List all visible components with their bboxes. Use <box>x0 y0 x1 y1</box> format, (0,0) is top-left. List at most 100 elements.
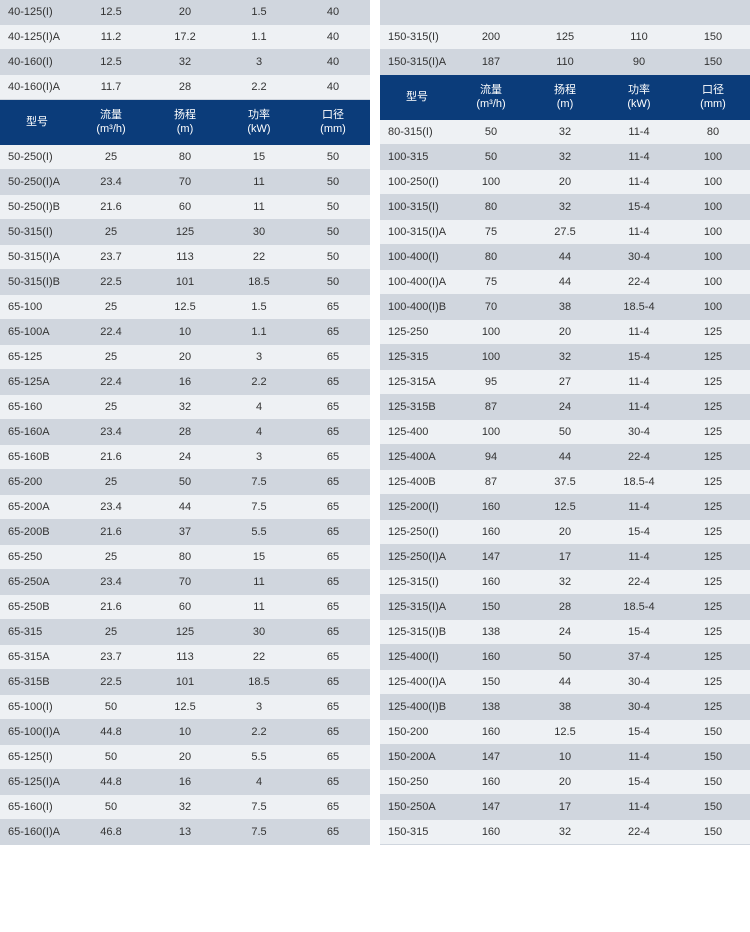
table-cell: 28 <box>148 75 222 100</box>
table-cell: 17 <box>528 544 602 569</box>
table-cell: 125 <box>676 544 750 569</box>
table-cell: 50 <box>454 120 528 145</box>
table-cell: 65-160(I)A <box>0 819 74 844</box>
table-cell: 65-250A <box>0 569 74 594</box>
table-row: 100-400(I)A754422-4100 <box>380 269 750 294</box>
table-cell: 25 <box>74 145 148 170</box>
table-cell: 22.4 <box>74 319 148 344</box>
table-row: 125-315(I)1603222-4125 <box>380 569 750 594</box>
table-cell: 160 <box>454 819 528 844</box>
table-cell: 65-160 <box>0 394 74 419</box>
table-cell: 30-4 <box>602 419 676 444</box>
table-cell: 20 <box>528 319 602 344</box>
table-row: 100-400(I)B703818.5-4100 <box>380 294 750 319</box>
table-cell: 50-250(I)A <box>0 169 74 194</box>
table-cell: 150-250 <box>380 769 454 794</box>
table-cell: 125-250(I) <box>380 519 454 544</box>
table-row: 65-160A23.428465 <box>0 419 370 444</box>
table-row: 65-315A23.71132265 <box>0 644 370 669</box>
table-cell: 44.8 <box>74 769 148 794</box>
table-cell: 50 <box>528 644 602 669</box>
table-cell: 125 <box>148 619 222 644</box>
table-cell: 40-160(I) <box>0 50 74 75</box>
table-cell: 30-4 <box>602 694 676 719</box>
table-cell: 50 <box>296 219 370 244</box>
table-cell: 65-125(I)A <box>0 769 74 794</box>
table-cell: 100-400(I)A <box>380 269 454 294</box>
table-cell: 23.4 <box>74 419 148 444</box>
table-cell: 125 <box>676 694 750 719</box>
table-cell: 125-315B <box>380 394 454 419</box>
table-cell: 150 <box>676 819 750 844</box>
table-row: 65-160B21.624365 <box>0 444 370 469</box>
table-cell: 32 <box>528 144 602 169</box>
table-row: 125-400B8737.518.5-4125 <box>380 469 750 494</box>
table-cell: 87 <box>454 394 528 419</box>
table-cell: 125 <box>676 394 750 419</box>
table-cell: 3 <box>222 50 296 75</box>
table-cell: 21.6 <box>74 519 148 544</box>
table-cell: 150-250A <box>380 794 454 819</box>
table-cell: 11.2 <box>74 25 148 50</box>
table-cell: 22-4 <box>602 819 676 844</box>
table-cell: 138 <box>454 694 528 719</box>
table-cell: 65-315A <box>0 644 74 669</box>
table-cell: 11-4 <box>602 219 676 244</box>
table-cell: 44 <box>528 244 602 269</box>
table-row: 65-20025507.565 <box>0 469 370 494</box>
table-row: 40-125(I)A11.217.21.140 <box>0 25 370 50</box>
table-cell: 37-4 <box>602 644 676 669</box>
table-cell: 65 <box>296 569 370 594</box>
table-cell: 65 <box>296 669 370 694</box>
table-cell: 10 <box>528 744 602 769</box>
table-cell: 11 <box>222 194 296 219</box>
table-row: 65-125(I)A44.816465 <box>0 769 370 794</box>
table-cell: 40 <box>296 75 370 100</box>
table-cell: 24 <box>148 444 222 469</box>
table-row: 65-100(I)A44.8102.265 <box>0 719 370 744</box>
table-cell: 1.5 <box>222 294 296 319</box>
table-cell: 65 <box>296 694 370 719</box>
table-cell: 100 <box>676 244 750 269</box>
table-row: 65-250B21.6601165 <box>0 594 370 619</box>
table-cell: 23.4 <box>74 169 148 194</box>
table-cell: 113 <box>148 644 222 669</box>
right-column: 150-315(I)200125110150150-315(I)A1871109… <box>380 0 750 845</box>
table-cell: 65-100(I)A <box>0 719 74 744</box>
table-cell: 3 <box>222 444 296 469</box>
table-row: 100-315(I)803215-4100 <box>380 194 750 219</box>
table-cell: 50-250(I)B <box>0 194 74 219</box>
table-row: 50-315(I)A23.71132250 <box>0 244 370 269</box>
table-row: 50-250(I)A23.4701150 <box>0 169 370 194</box>
table-row: 65-200A23.4447.565 <box>0 494 370 519</box>
table-cell: 16 <box>148 369 222 394</box>
table-cell: 65-200 <box>0 469 74 494</box>
table-cell: 65-315 <box>0 619 74 644</box>
table-cell: 147 <box>454 544 528 569</box>
table-cell: 100 <box>454 344 528 369</box>
table-cell: 2.2 <box>222 719 296 744</box>
table-cell: 11-4 <box>602 169 676 194</box>
table-cell: 65 <box>296 819 370 844</box>
table-cell: 10 <box>148 719 222 744</box>
table-cell: 125 <box>676 519 750 544</box>
table-row: 100-250(I)1002011-4100 <box>380 169 750 194</box>
table-cell: 4 <box>222 419 296 444</box>
table-cell: 160 <box>454 644 528 669</box>
table-row: 150-315(I)200125110150 <box>380 25 750 50</box>
table-row: 100-315503211-4100 <box>380 144 750 169</box>
table-cell: 50-315(I)B <box>0 269 74 294</box>
table-row: 125-250(I)A1471711-4125 <box>380 544 750 569</box>
table-cell: 50-315(I)A <box>0 244 74 269</box>
table-cell: 125-400(I)B <box>380 694 454 719</box>
table-cell: 65-100(I) <box>0 694 74 719</box>
table-cell: 44 <box>148 494 222 519</box>
col-flow: 流量(m³/h) <box>454 75 528 120</box>
table-cell: 150-315(I)A <box>380 50 454 75</box>
table-cell: 50 <box>454 144 528 169</box>
table-cell: 11 <box>222 169 296 194</box>
table-cell: 44 <box>528 444 602 469</box>
table-cell: 11 <box>222 594 296 619</box>
table-cell: 100-315(I) <box>380 194 454 219</box>
table-cell: 125-400 <box>380 419 454 444</box>
